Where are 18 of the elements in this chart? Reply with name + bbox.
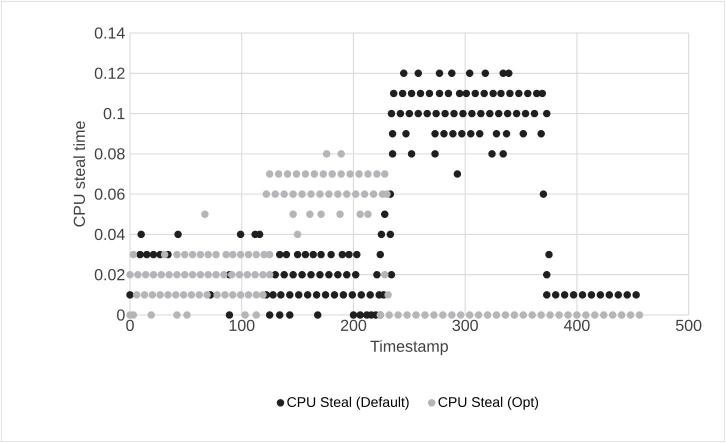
y-tick-label: 0.12 <box>94 68 124 79</box>
x-axis-title: Timestamp <box>370 340 448 356</box>
y-tick-label: 0.06 <box>94 188 125 200</box>
x-tick-label: 200 <box>340 320 366 332</box>
x-tick-label: 100 <box>230 320 254 332</box>
x-tick-label: 500 <box>676 320 702 332</box>
legend-label: CPU Steal (Default) <box>287 396 409 410</box>
y-tick-label: 0.1 <box>104 108 125 120</box>
y-tick-label: 0.04 <box>94 228 125 240</box>
y-tick-label: 0.08 <box>94 148 125 160</box>
y-tick-label: 0 <box>117 309 125 321</box>
x-tick-label: 400 <box>564 320 590 332</box>
x-tick-label: 0 <box>126 320 134 332</box>
y-axis-title: CPU steal time <box>73 121 85 227</box>
x-tick-label: 300 <box>452 320 478 332</box>
legend-label: CPU Steal (Opt) <box>438 396 538 410</box>
y-tick-label: 0.02 <box>94 269 124 280</box>
y-tick-label: 0.14 <box>94 27 125 39</box>
